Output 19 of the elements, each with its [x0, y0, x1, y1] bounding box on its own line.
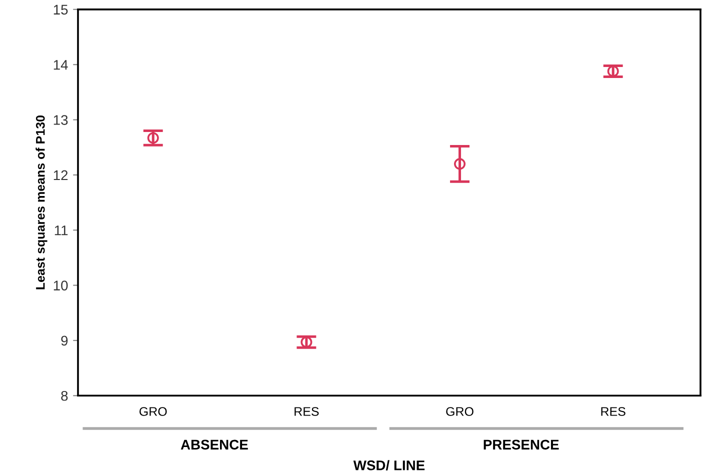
y-tick-label: 9: [61, 336, 68, 346]
text: PRESENCE: [484, 440, 559, 450]
point: [300, 336, 312, 348]
x-tick-label: RES: [294, 407, 319, 416]
point: [454, 158, 466, 170]
y-tick-label: 15: [54, 4, 68, 15]
x-axis-title: WSD/ LINE: [353, 460, 425, 470]
x-tick-label: GRO: [140, 407, 167, 416]
y-tick-label: 12: [54, 170, 68, 180]
text: ABSENCE: [180, 440, 248, 450]
y-tick-label: 11: [54, 226, 68, 236]
y-axis-title: Least squares means of P130: [36, 115, 48, 290]
y-tick-label: 13: [54, 115, 68, 125]
x-tick-label: RES: [601, 407, 626, 416]
y-tick-label: 10: [54, 280, 68, 290]
x-tick-label: GRO: [446, 407, 474, 416]
point: [147, 132, 159, 144]
y-tick-label: 14: [54, 60, 68, 70]
y-tick-label: 8: [61, 390, 68, 401]
